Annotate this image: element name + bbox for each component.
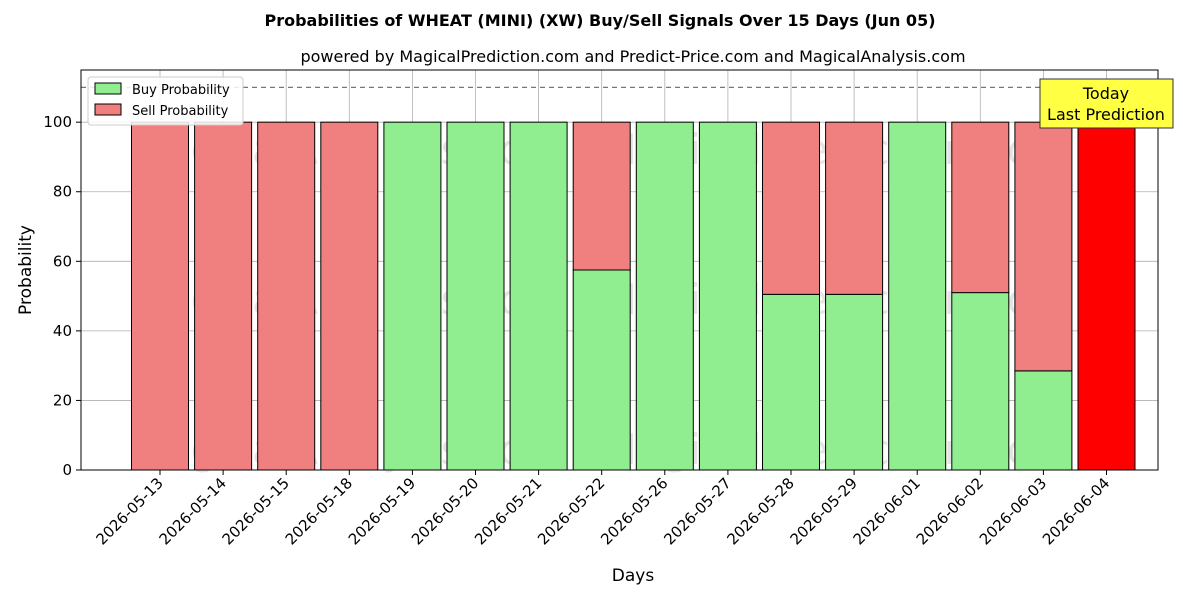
x-tick-label: 2026-06-01 xyxy=(850,474,924,548)
sell-bar xyxy=(1014,121,1073,372)
buy-bar xyxy=(509,121,568,471)
x-tick-label: 2026-05-26 xyxy=(597,474,671,548)
x-tick-label: 2026-06-02 xyxy=(913,474,987,548)
legend-buy-swatch xyxy=(94,82,122,95)
y-tick-label: 20 xyxy=(53,391,72,409)
y-tick-label: 60 xyxy=(53,252,72,270)
today-box xyxy=(1039,78,1174,129)
x-axis-label: Days xyxy=(612,566,655,586)
x-tick-label: 2026-05-19 xyxy=(345,474,419,548)
x-tick-label: 2026-05-13 xyxy=(92,474,166,548)
legend: Buy Probability Sell Probability xyxy=(87,76,244,126)
buy-bar xyxy=(762,293,820,471)
plot-frame xyxy=(80,69,1159,471)
y-tick-label: 0 xyxy=(62,461,72,479)
y-tick-label: 100 xyxy=(43,113,72,131)
x-tick-label: 2026-05-14 xyxy=(156,474,230,548)
sell-bar xyxy=(131,121,189,471)
buy-bar xyxy=(383,121,442,471)
buy-bar xyxy=(1014,370,1073,471)
legend-buy-label: Buy Probability xyxy=(132,83,230,98)
chart-title: Probabilities of WHEAT (MINI) (XW) Buy/S… xyxy=(264,11,935,30)
x-ticks: 2026-05-132026-05-142026-05-152026-05-18… xyxy=(92,470,1113,548)
x-tick-label: 2026-05-29 xyxy=(787,474,861,548)
legend-box xyxy=(87,76,244,126)
today-sell-bar xyxy=(1077,121,1136,471)
today-label: Today xyxy=(1082,84,1129,103)
buy-bar xyxy=(825,293,884,471)
x-tick-label: 2026-05-20 xyxy=(408,474,482,548)
x-tick-label: 2026-05-18 xyxy=(282,474,356,548)
sell-bar xyxy=(257,121,316,471)
chart-subtitle: powered by MagicalPrediction.com and Pre… xyxy=(300,47,965,66)
x-tick-label: 2026-06-03 xyxy=(976,474,1050,548)
x-tick-label: 2026-05-22 xyxy=(534,474,608,548)
buy-bar xyxy=(888,121,947,471)
y-tick-label: 80 xyxy=(53,183,72,201)
x-tick-label: 2026-05-15 xyxy=(219,474,293,548)
buy-bar xyxy=(446,121,505,471)
today-annotation: Today Last Prediction xyxy=(1039,78,1174,129)
sell-bar xyxy=(951,121,1010,294)
x-tick-label: 2026-05-27 xyxy=(660,474,734,548)
y-ticks: 0 20 40 60 80 100 xyxy=(43,113,81,479)
x-tick-label: 2026-06-04 xyxy=(1039,474,1113,548)
sell-bar xyxy=(572,121,631,271)
legend-sell-swatch xyxy=(94,103,122,116)
sell-bar xyxy=(762,121,820,295)
sell-bar xyxy=(320,121,379,471)
buy-bar xyxy=(635,121,694,471)
buy-bar xyxy=(572,269,631,471)
buy-bar xyxy=(951,292,1010,471)
y-axis-label: Probability xyxy=(16,225,36,315)
legend-sell-label: Sell Probability xyxy=(132,104,229,119)
buy-bar xyxy=(698,121,757,471)
sell-bar xyxy=(194,121,253,471)
y-tick-label: 40 xyxy=(53,322,72,340)
bars xyxy=(131,121,1136,471)
x-tick-label: 2026-05-28 xyxy=(723,474,797,548)
last-prediction-label: Last Prediction xyxy=(1047,105,1165,124)
sell-bar xyxy=(825,121,884,295)
x-tick-label: 2026-05-21 xyxy=(471,474,545,548)
